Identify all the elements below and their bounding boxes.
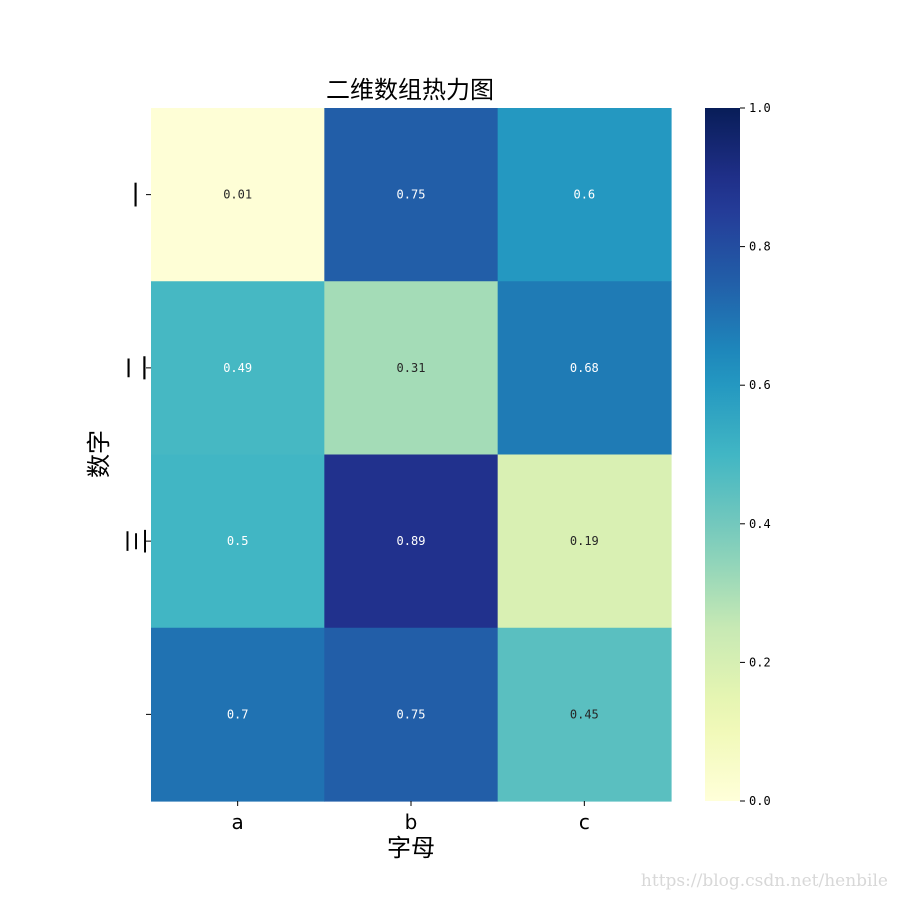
heatmap-cell (497, 281, 672, 456)
colorbar-tick-label: 0.0 (749, 794, 771, 808)
x-tick-label: a (232, 810, 244, 834)
colorbar-tick-label: 0.6 (749, 378, 771, 392)
cell-value-label: 0.6 (573, 188, 595, 202)
cell-value-label: 0.49 (223, 361, 252, 375)
colorbar-tick-label: 0.8 (749, 240, 771, 254)
heatmap-cell (497, 627, 672, 802)
cell-value-label: 0.75 (397, 707, 426, 721)
cell-value-label: 0.31 (397, 361, 426, 375)
cell-value-label: 0.5 (227, 534, 249, 548)
cell-value-label: 0.68 (570, 361, 599, 375)
cell-value-label: 0.45 (570, 707, 599, 721)
x-tick-label: c (579, 810, 590, 834)
colorbar (705, 108, 740, 801)
chart-title: 二维数组热力图 (326, 76, 494, 104)
heatmap-cell (151, 281, 325, 456)
x-axis-label: 字母 (387, 834, 435, 862)
heatmap-cell-labels: 0.01 0.75 0.6 0.49 0.31 0.68 0.5 0.89 0.19 0.7 0.7… (223, 188, 599, 722)
cell-value-label: 0.01 (223, 188, 252, 202)
x-tick-label: b (405, 810, 418, 834)
watermark-text: https://blog.csdn.net/henbile (641, 871, 888, 891)
heatmap-cell (324, 281, 499, 456)
heatmap-cell (324, 108, 499, 282)
colorbar-tick-label: 1.0 (749, 101, 771, 115)
y-tick-label: 二 (123, 355, 153, 381)
colorbar-tick-label: 0.2 (749, 655, 771, 669)
x-axis-ticks: a b c (232, 801, 590, 834)
y-tick-label: 一 (123, 182, 153, 208)
heatmap-cell (324, 627, 499, 802)
heatmap-cell (151, 108, 325, 282)
heatmap-cell (151, 627, 325, 802)
heatmap-cells (151, 108, 672, 802)
cell-value-label: 0.89 (397, 534, 426, 548)
heatmap-cell (151, 454, 325, 629)
cell-value-label: 0.7 (227, 707, 249, 721)
y-axis-label: 数字 (85, 430, 113, 478)
heatmap-cell (497, 454, 672, 629)
y-tick-label: 三 (123, 528, 153, 554)
heatmap-cell (497, 108, 672, 282)
heatmap-cell (324, 454, 499, 629)
colorbar-tick-label: 0.4 (749, 517, 771, 531)
cell-value-label: 0.75 (397, 188, 426, 202)
colorbar-ticks: 0.0 0.2 0.4 0.6 0.8 1.0 (740, 101, 771, 808)
y-axis-ticks: 一二三 (123, 182, 153, 715)
cell-value-label: 0.19 (570, 534, 599, 548)
